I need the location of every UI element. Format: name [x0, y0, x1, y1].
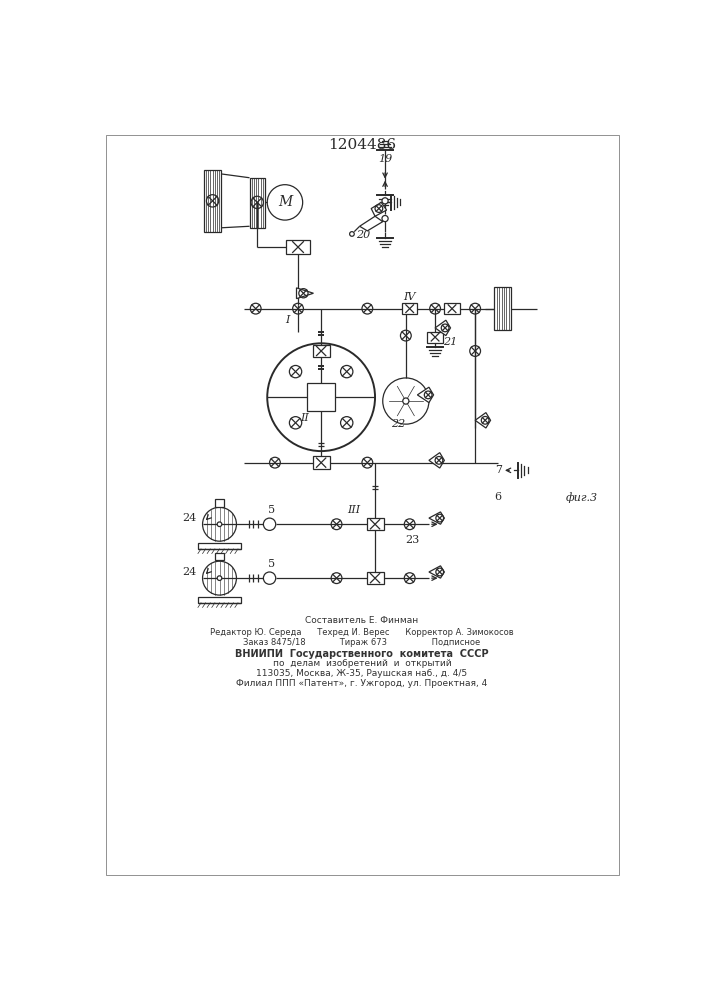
Circle shape [350, 232, 354, 236]
Text: Заказ 8475/18             Тираж 673                 Подписное: Заказ 8475/18 Тираж 673 Подписное [243, 638, 481, 647]
Bar [312, 345, 329, 357]
Polygon shape [371, 202, 387, 216]
Bar [198, 543, 241, 549]
Text: Филиал ППП «Патент», г. Ужгород, ул. Проектная, 4: Филиал ППП «Патент», г. Ужгород, ул. Про… [236, 679, 488, 688]
Text: по  делам  изобретений  и  открытий: по делам изобретений и открытий [273, 659, 451, 668]
Bar [198, 597, 241, 603]
Bar [428, 332, 443, 343]
Text: 7: 7 [495, 465, 502, 475]
Bar [204, 170, 221, 232]
Text: фиг.3: фиг.3 [566, 492, 597, 503]
Text: 5: 5 [267, 559, 274, 569]
Circle shape [203, 561, 236, 595]
Text: III: III [347, 505, 360, 515]
Text: 21: 21 [443, 337, 457, 347]
Text: 6: 6 [495, 492, 502, 502]
Circle shape [264, 572, 276, 584]
Circle shape [382, 198, 388, 204]
Bar [366, 572, 383, 584]
Text: 1204486: 1204486 [328, 138, 396, 152]
Text: 20: 20 [356, 231, 370, 240]
Bar [366, 518, 383, 530]
Text: 19: 19 [378, 153, 392, 163]
Polygon shape [360, 216, 382, 231]
Text: II: II [300, 413, 308, 423]
Circle shape [382, 378, 429, 424]
Text: 24: 24 [182, 513, 197, 523]
Bar [444, 303, 460, 314]
Polygon shape [429, 566, 444, 578]
Text: ВНИИПИ  Государственного  комитета  СССР: ВНИИПИ Государственного комитета СССР [235, 649, 489, 659]
Bar [215, 499, 224, 507]
Bar [312, 456, 329, 469]
Bar [286, 240, 310, 254]
Circle shape [217, 522, 222, 527]
Bar [215, 553, 224, 560]
Text: Составитель Е. Финман: Составитель Е. Финман [305, 616, 419, 625]
Text: I: I [285, 315, 289, 325]
Polygon shape [429, 453, 444, 468]
Text: IV: IV [404, 292, 416, 302]
Bar [308, 383, 335, 411]
Circle shape [403, 398, 409, 404]
Polygon shape [296, 288, 313, 299]
Bar [494, 287, 511, 330]
Polygon shape [435, 320, 450, 336]
Circle shape [267, 343, 375, 451]
Bar [250, 178, 265, 228]
Text: 5: 5 [267, 505, 274, 515]
Circle shape [217, 576, 222, 580]
Text: 113035, Москва, Ж-35, Раушская наб., д. 4/5: 113035, Москва, Ж-35, Раушская наб., д. … [257, 669, 467, 678]
Text: 22: 22 [391, 419, 405, 429]
Text: 23: 23 [405, 535, 419, 545]
Circle shape [264, 518, 276, 530]
Polygon shape [475, 413, 491, 428]
Circle shape [382, 215, 388, 222]
Polygon shape [429, 512, 444, 524]
Circle shape [203, 507, 236, 541]
Text: Редактор Ю. Середа      Техред И. Верес      Корректор А. Зимокосов: Редактор Ю. Середа Техред И. Верес Корре… [210, 628, 514, 637]
Text: 24: 24 [182, 567, 197, 577]
Polygon shape [417, 387, 433, 403]
Circle shape [267, 185, 303, 220]
Text: M: M [278, 195, 292, 209]
Bar [402, 303, 417, 314]
